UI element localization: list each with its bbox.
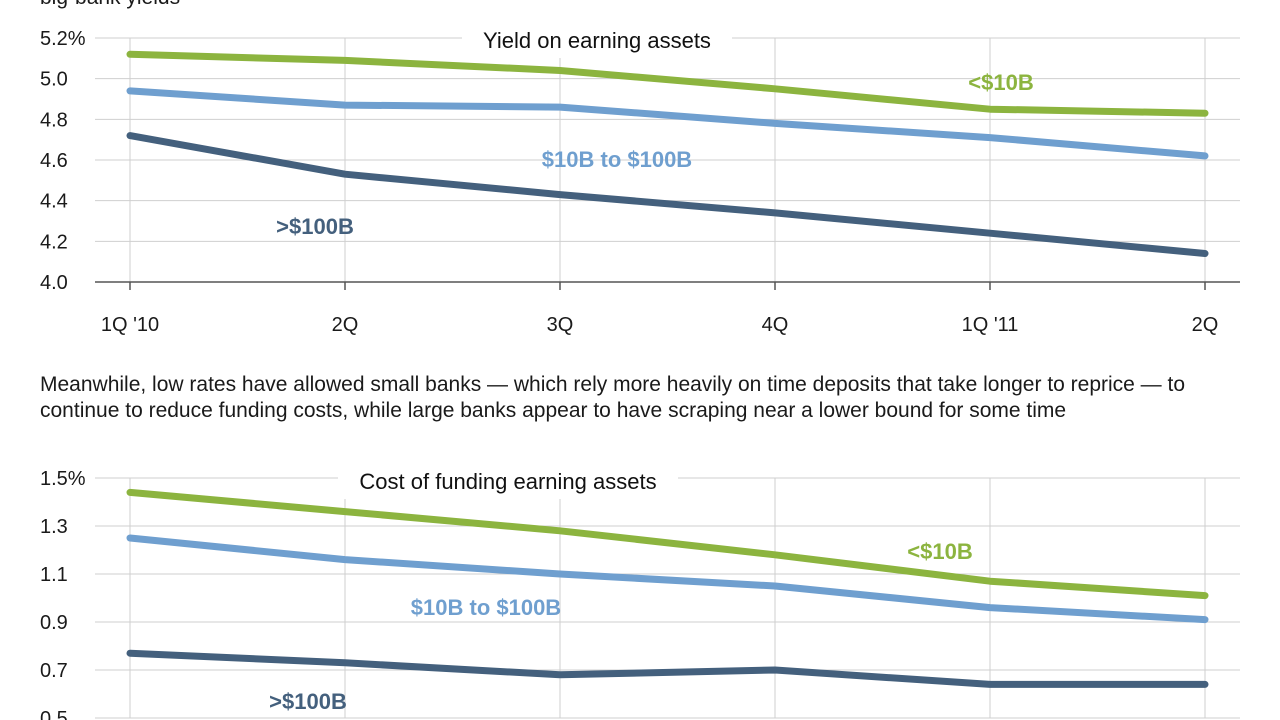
yield-chart: 5.2% 5.0 4.8 4.6 4.4 4.2 4.0 Yield on earning a… <box>40 26 1240 336</box>
funding-chart-title: Cost of funding earning assets <box>359 469 656 494</box>
yield-x-tick-label: 1Q '10 <box>101 314 159 336</box>
yield-x-tick-label: 3Q <box>547 314 574 336</box>
funding-cost-chart: 1.5% 1.3 1.1 0.9 0.7 0.5 Cost of funding earni… <box>40 467 1240 720</box>
funding-title-backdrop <box>338 467 678 499</box>
funding-y-tick-label: 1.3 <box>40 516 68 538</box>
yield-series-line-mid <box>126 87 1209 160</box>
chart-note: Meanwhile, low rates have allowed small … <box>40 373 1186 422</box>
yield-x-tick-label: 2Q <box>332 314 359 336</box>
yield-x-tick-label: 1Q '11 <box>962 314 1019 336</box>
funding-series-label-small: <$10B <box>907 539 972 564</box>
yield-y-tick-label: 5.0 <box>40 69 68 91</box>
funding-series-line-large <box>126 649 1209 688</box>
yield-chart-title: Yield on earning assets <box>483 28 711 53</box>
yield-series-label-small: <$10B <box>968 70 1033 95</box>
yield-series-line-small <box>126 50 1209 117</box>
funding-y-tick-label: 0.7 <box>40 660 68 682</box>
funding-series-line-mid <box>126 534 1209 624</box>
funding-y-tick-label: 1.5% <box>40 468 86 490</box>
yield-y-tick-label: 4.2 <box>40 231 68 253</box>
yield-series-label-mid: $10B to $100B <box>542 147 692 172</box>
yield-series-line-large <box>126 132 1209 257</box>
funding-series-line-small <box>126 488 1209 600</box>
funding-y-tick-label: 0.5 <box>40 708 68 720</box>
funding-series-label-large: >$100B <box>269 689 347 714</box>
top-caption: big-bank yields <box>40 0 180 10</box>
funding-y-tick-label: 1.1 <box>40 564 68 586</box>
funding-y-tick-label: 0.9 <box>40 612 68 634</box>
yield-y-tick-label: 5.2% <box>40 28 86 50</box>
yield-title-backdrop <box>462 26 732 58</box>
yield-series-label-large: >$100B <box>276 214 354 239</box>
yield-y-tick-label: 4.6 <box>40 150 68 172</box>
funding-series-label-mid: $10B to $100B <box>411 595 561 620</box>
yield-y-tick-label: 4.8 <box>40 109 68 131</box>
yield-x-tick-label: 4Q <box>762 314 789 336</box>
yield-y-tick-label: 4.0 <box>40 272 68 294</box>
yield-y-tick-label: 4.4 <box>40 191 68 213</box>
yield-x-tick-label: 2Q <box>1192 314 1219 336</box>
